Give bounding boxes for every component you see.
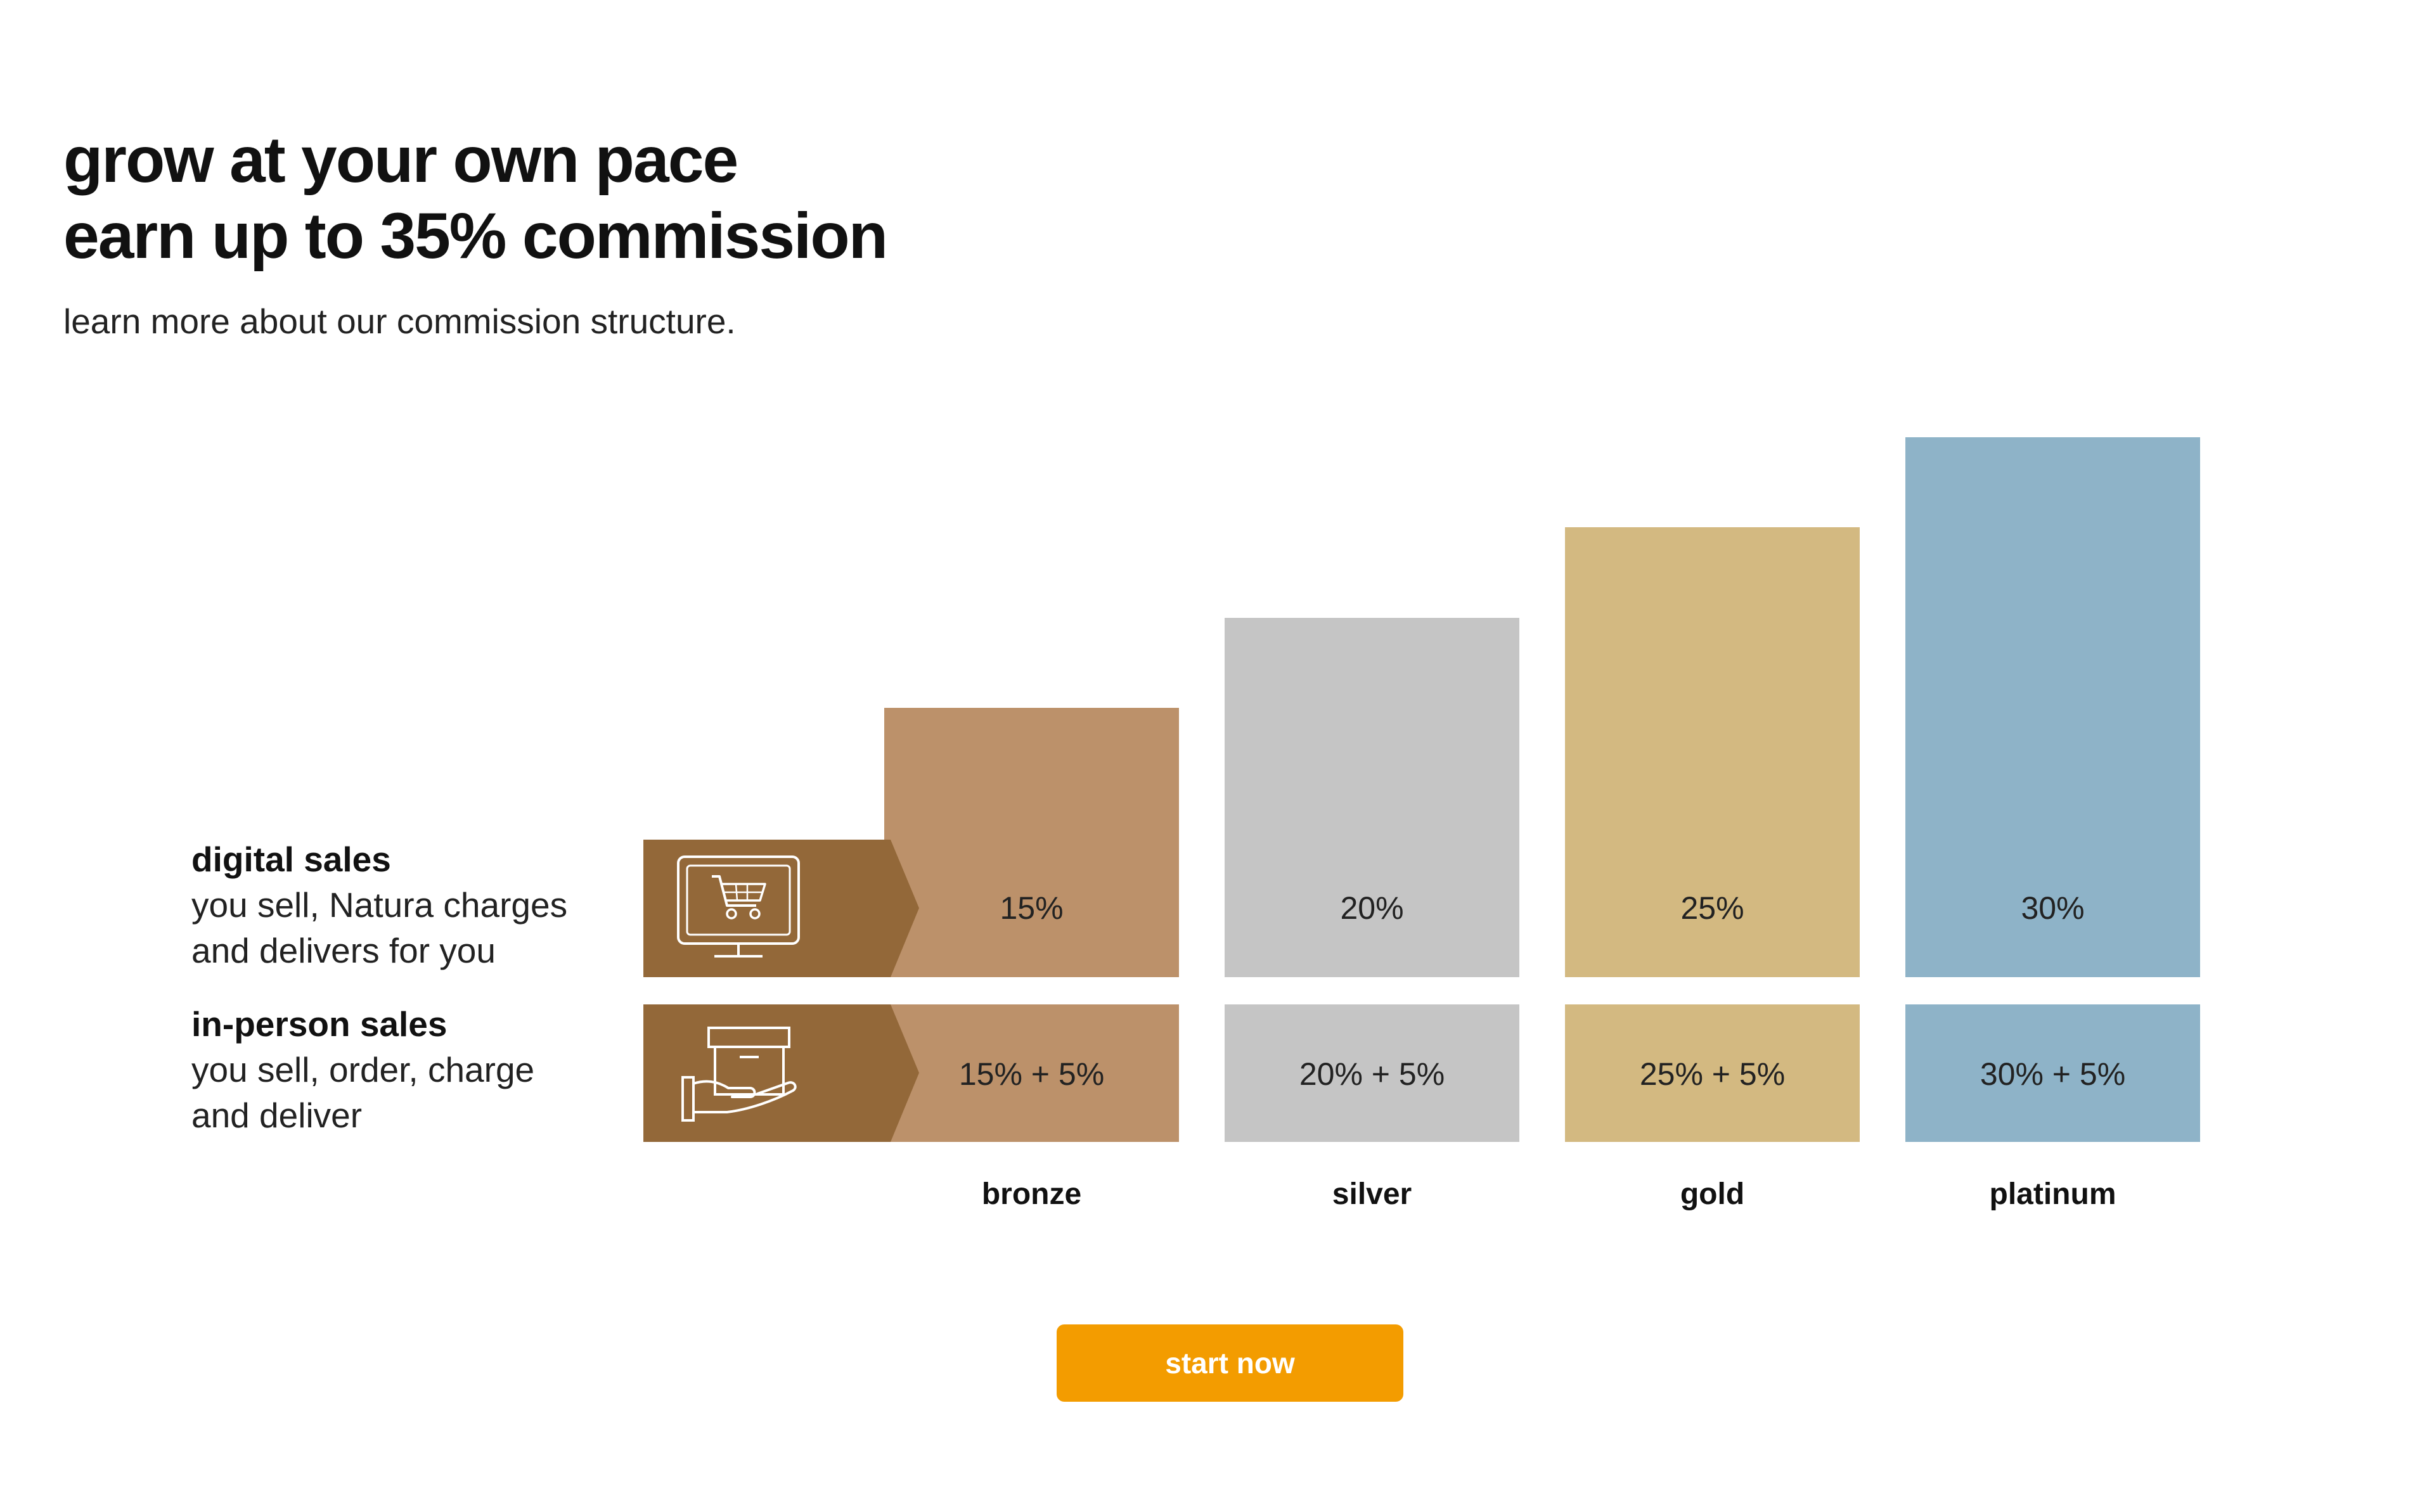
shopping-cart-monitor-icon (677, 855, 800, 958)
in-person-sales-label: in-person sales you sell, order, charge … (191, 1001, 622, 1138)
in-person-bar-gold: 25% + 5% (1565, 1004, 1860, 1142)
in-person-sales-title: in-person sales (191, 1004, 448, 1044)
in-person-arrow-tip (884, 1004, 919, 1142)
in-person-commission-value: 25% + 5% (1639, 1056, 1786, 1092)
digital-sales-description: you sell, Natura charges and delivers fo… (191, 885, 568, 970)
digital-sales-icon-block (643, 840, 891, 977)
tier-name-silver: silver (1332, 1177, 1412, 1211)
in-person-bar-platinum: 30% + 5% (1905, 1004, 2200, 1142)
digital-bar-silver: 20% (1225, 617, 1519, 977)
title-line-2: earn up to 35% commission (63, 200, 888, 272)
digital-bar-gold: 25% (1565, 527, 1860, 977)
in-person-sales-icon-block (643, 1004, 891, 1142)
digital-commission-value: 25% (1680, 890, 1744, 926)
digital-sales-label: digital sales you sell, Natura charges a… (191, 836, 622, 973)
in-person-sales-description: you sell, order, charge and deliver (191, 1050, 535, 1135)
digital-bar-bronze: 15% (884, 708, 1179, 977)
page-subtitle: learn more about our commission structur… (63, 302, 736, 341)
digital-arrow-tip (884, 840, 919, 977)
digital-commission-value: 15% (1000, 890, 1064, 926)
digital-commission-value: 30% (2021, 890, 2085, 926)
in-person-bar-bronze: 15% + 5% (884, 1004, 1179, 1142)
in-person-commission-value: 30% + 5% (1980, 1056, 2126, 1092)
in-person-commission-value: 15% + 5% (958, 1056, 1105, 1092)
title-line-1: grow at your own pace (63, 124, 738, 196)
page-title: grow at your own pace earn up to 35% com… (63, 122, 888, 274)
tier-name-platinum: platinum (1989, 1177, 2116, 1211)
start-now-button[interactable]: start now (1057, 1324, 1403, 1402)
digital-bar-platinum: 30% (1905, 437, 2200, 977)
hand-holding-box-icon (681, 1027, 797, 1122)
in-person-commission-value: 20% + 5% (1299, 1056, 1445, 1092)
digital-commission-value: 20% (1340, 890, 1404, 926)
tier-name-gold: gold (1680, 1177, 1745, 1211)
tier-name-bronze: bronze (981, 1177, 1082, 1211)
digital-sales-title: digital sales (191, 840, 391, 879)
in-person-bar-silver: 20% + 5% (1225, 1004, 1519, 1142)
